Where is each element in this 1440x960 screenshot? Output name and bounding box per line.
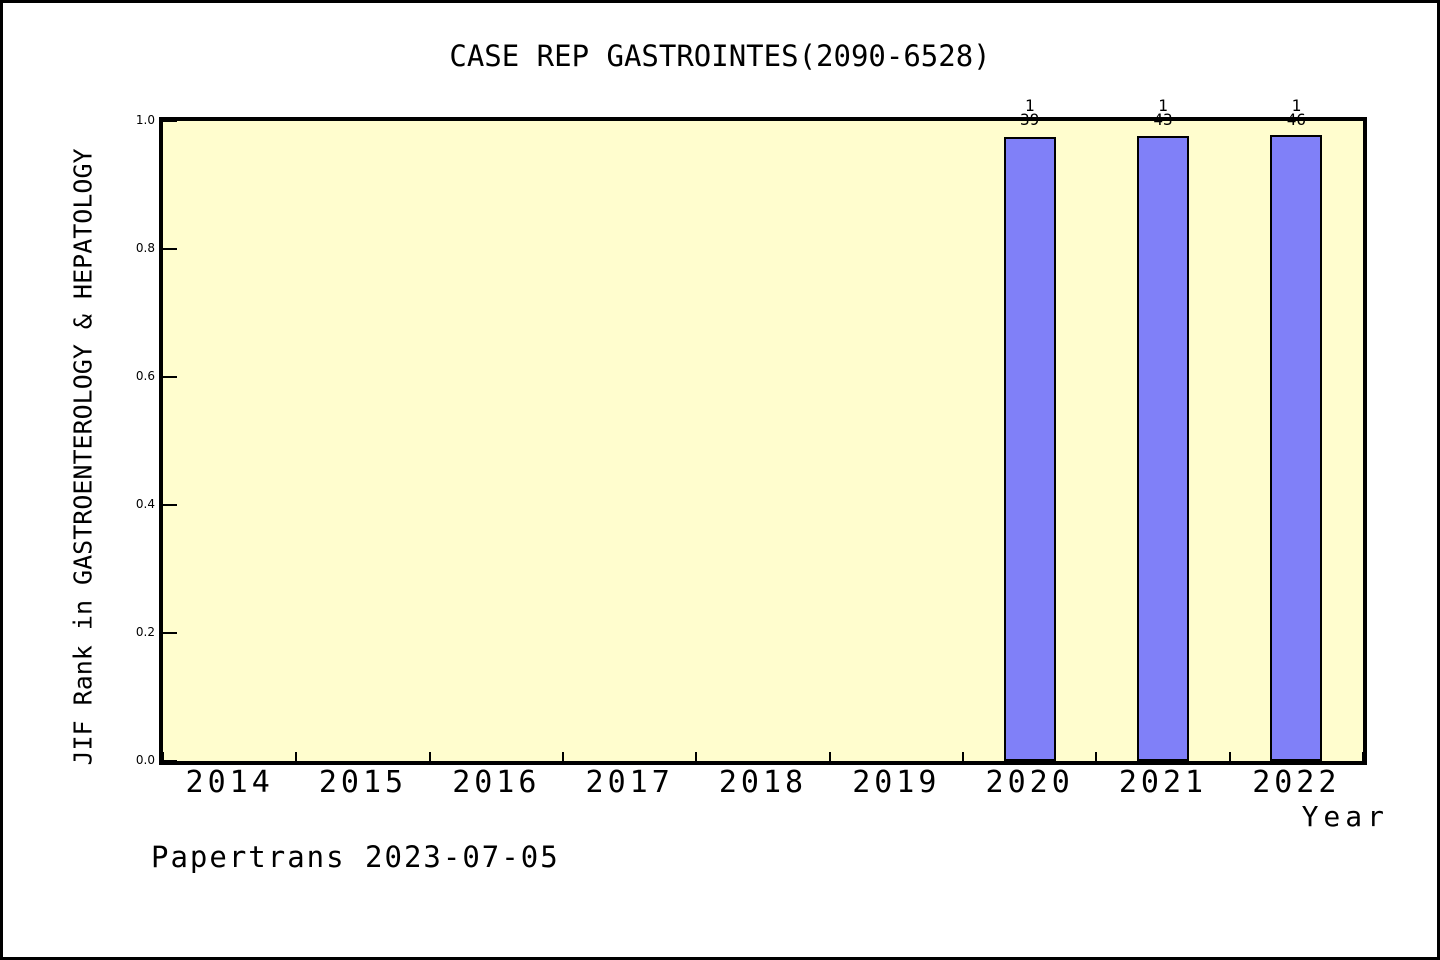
x-tick-label: 2015 [318, 765, 408, 800]
bar-label-numerator: 1 [1291, 96, 1302, 115]
watermark-credit: Papertrans 2023-07-05 [151, 840, 560, 874]
chart-title: CASE REP GASTROINTES(2090-6528) [449, 39, 991, 73]
y-tick-mark [163, 504, 177, 506]
bar-label-denominator: 46 [1286, 110, 1306, 129]
bar-label-numerator: 1 [1024, 96, 1035, 115]
x-tick-mark [828, 752, 831, 761]
x-tick-mark [962, 752, 964, 761]
x-tick-mark [1228, 752, 1231, 761]
bar-label-denominator: 43 [1153, 110, 1173, 129]
x-tick-label: 2019 [852, 765, 941, 800]
y-tick-mark [163, 248, 177, 250]
x-tick-label: 2021 [1118, 765, 1208, 800]
x-tick-mark [295, 752, 298, 761]
bar [1003, 137, 1056, 761]
x-tick-label: 2016 [452, 765, 541, 800]
bar [1270, 134, 1323, 761]
y-tick-mark [163, 120, 177, 122]
x-tick-label: 2014 [185, 765, 274, 800]
x-tick-mark [1362, 752, 1364, 761]
y-tick-label: 0.0 [135, 753, 155, 767]
x-tick-mark [562, 752, 564, 761]
x-tick-label: 2022 [1252, 765, 1341, 800]
x-tick-label: 2017 [585, 765, 674, 800]
y-axis-label: JIF Rank in GASTROENTEROLOGY & HEPATOLOG… [68, 148, 98, 766]
x-tick-label: 2018 [718, 765, 808, 800]
x-tick-mark [162, 752, 164, 761]
y-tick-label: 0.8 [135, 241, 155, 255]
y-tick-label: 0.2 [135, 625, 155, 639]
bar-value-label: 1 39 [990, 96, 1070, 129]
x-tick-mark [695, 752, 698, 761]
bar-value-label: 1 46 [1256, 96, 1336, 129]
bar [1137, 135, 1189, 761]
bar-label-denominator: 39 [1020, 110, 1040, 129]
y-tick-mark [163, 760, 177, 762]
y-tick-mark [163, 376, 177, 378]
x-tick-mark [1095, 752, 1098, 761]
y-tick-label: 0.6 [135, 369, 155, 383]
y-tick-label: 0.4 [135, 497, 155, 511]
y-tick-mark [163, 632, 177, 634]
y-tick-label: 1.0 [135, 113, 155, 127]
bar-label-numerator: 1 [1158, 96, 1168, 115]
x-tick-mark [428, 752, 431, 761]
x-tick-label: 2020 [985, 765, 1074, 800]
bar-value-label: 1 43 [1123, 96, 1203, 129]
x-axis-label: Year [1301, 800, 1389, 833]
